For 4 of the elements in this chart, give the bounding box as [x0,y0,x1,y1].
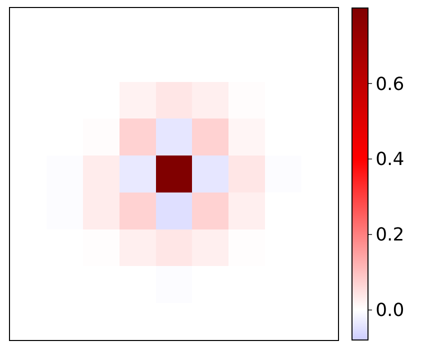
color-bar-label: 0.0 [376,300,404,322]
color-bar-label: 0.6 [376,74,404,95]
color-bar-label: 0.2 [376,224,404,246]
color-bar-label: 0.4 [376,149,404,170]
